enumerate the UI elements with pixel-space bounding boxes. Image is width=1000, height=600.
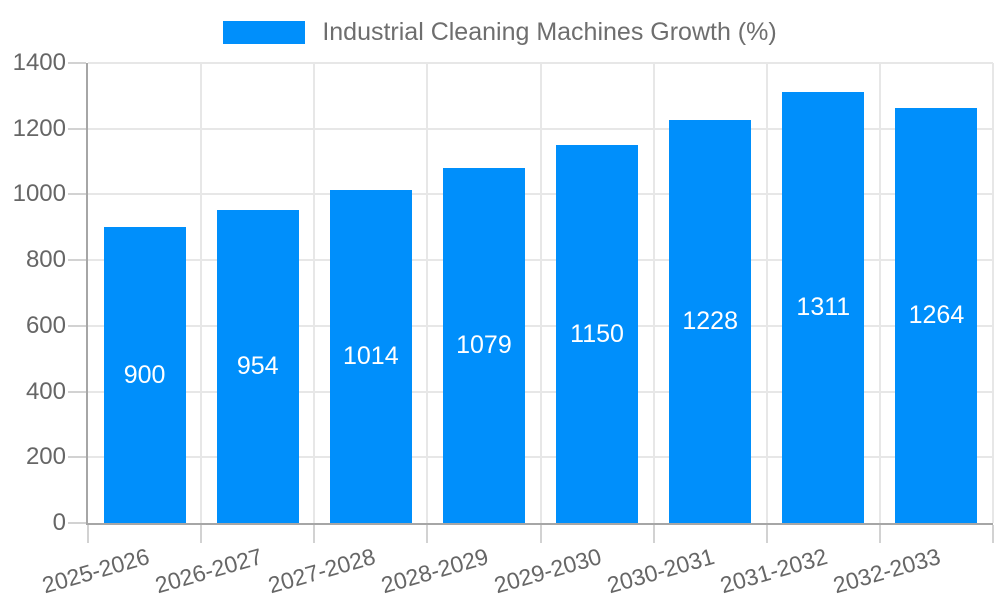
- y-axis-line: [86, 63, 88, 525]
- bar-value-label: 1264: [908, 300, 965, 329]
- x-tick-mark: [539, 525, 542, 543]
- bar[interactable]: 1311: [782, 92, 865, 523]
- bar-value-label: 1150: [570, 319, 624, 348]
- bar-value-label: 1311: [796, 293, 851, 322]
- y-tick-mark: [68, 62, 86, 64]
- y-axis-label: 1400: [12, 49, 66, 76]
- y-tick-mark: [68, 193, 86, 196]
- x-tick-mark: [200, 525, 203, 543]
- bar[interactable]: 1150: [556, 145, 639, 523]
- y-axis-label: 600: [25, 311, 66, 339]
- x-tick-mark: [652, 525, 655, 543]
- y-axis-label: 1000: [12, 180, 66, 208]
- bar-value-label: 1079: [456, 331, 512, 360]
- legend-label: Industrial Cleaning Machines Growth (%): [322, 18, 777, 46]
- x-axis-label: 2026-2027: [151, 543, 265, 599]
- x-axis-label: 2029-2030: [491, 543, 605, 599]
- y-axis-label: 400: [25, 377, 66, 405]
- bar-value-label: 1228: [682, 306, 738, 335]
- x-tick-mark: [313, 525, 316, 543]
- v-gridline: [539, 63, 542, 523]
- y-axis-label: 1200: [12, 114, 66, 142]
- x-tick-mark: [992, 525, 994, 543]
- y-tick-mark: [68, 259, 86, 262]
- x-axis-label: 2025-2026: [38, 543, 152, 599]
- v-gridline: [200, 63, 203, 523]
- x-tick-mark: [87, 525, 89, 543]
- y-tick-mark: [68, 456, 86, 459]
- bar[interactable]: 900: [103, 227, 186, 523]
- y-axis-label: 800: [25, 246, 66, 274]
- x-axis-label: 2031-2032: [717, 543, 831, 599]
- bar-value-label: 954: [236, 351, 279, 380]
- v-gridline: [992, 63, 994, 523]
- y-axis-label: 200: [25, 443, 66, 471]
- y-tick-mark: [68, 390, 86, 393]
- bar[interactable]: 1014: [329, 189, 412, 523]
- y-axis-label: 0: [52, 509, 66, 536]
- v-gridline: [426, 63, 429, 523]
- bar[interactable]: 1079: [442, 168, 525, 523]
- x-tick-mark: [426, 525, 429, 543]
- x-tick-mark: [878, 525, 881, 543]
- y-tick-mark: [68, 522, 86, 524]
- bar-value-label: 900: [123, 360, 166, 389]
- v-gridline: [765, 63, 768, 523]
- bar[interactable]: 1264: [895, 107, 978, 523]
- legend-swatch-icon: [223, 21, 306, 44]
- y-tick-mark: [68, 324, 86, 327]
- x-axis-label: 2027-2028: [265, 543, 378, 599]
- v-gridline: [313, 63, 316, 523]
- bar[interactable]: 954: [216, 209, 299, 523]
- legend-item[interactable]: Industrial Cleaning Machines Growth (%): [0, 18, 1000, 47]
- x-axis-label: 2030-2031: [604, 543, 718, 599]
- v-gridline: [652, 63, 655, 523]
- x-axis-line: [88, 523, 993, 525]
- x-axis-label: 2032-2033: [830, 543, 944, 599]
- bar[interactable]: 1228: [669, 119, 752, 523]
- bar-value-label: 1014: [343, 341, 399, 370]
- x-axis-label: 2028-2029: [378, 543, 492, 599]
- y-tick-mark: [68, 127, 86, 130]
- v-gridline: [878, 63, 881, 523]
- x-tick-mark: [765, 525, 768, 543]
